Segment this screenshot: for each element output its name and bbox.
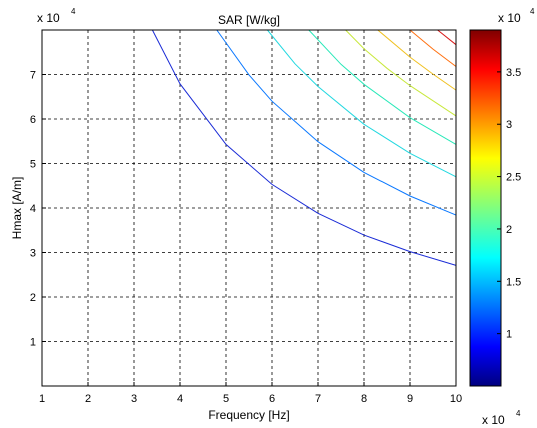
x-tick-label: 10: [450, 393, 462, 405]
y-tick-label: 7: [30, 70, 36, 82]
y-axis-multiplier: x 10: [37, 11, 60, 25]
y-tick-label: 1: [30, 337, 36, 349]
colorbar-tick-label: 2.5: [506, 172, 521, 184]
colorbar: [469, 29, 502, 387]
y-tick-label: 6: [30, 114, 36, 126]
x-tick-label: 6: [269, 393, 275, 405]
chart-title: SAR [W/kg]: [218, 13, 280, 27]
y-tick-label: 2: [30, 292, 36, 304]
x-tick-label: 3: [131, 393, 137, 405]
colorbar-multiplier: x 10: [498, 11, 521, 25]
contour-lines: [151, 29, 457, 266]
colorbar-tick-label: 1: [506, 329, 512, 341]
x-tick-label: 8: [361, 393, 367, 405]
contour-line-15000: [267, 29, 457, 178]
contour-line-20000: [308, 29, 457, 145]
x-tick-label: 4: [177, 393, 183, 405]
y-axis-label: Hmax [A/m]: [10, 177, 24, 240]
y-tick-label: 4: [30, 203, 36, 215]
x-axis-multiplier-exponent: 4: [516, 409, 521, 418]
x-tick-label: 5: [223, 393, 229, 405]
x-axis-label: Frequency [Hz]: [208, 408, 289, 422]
contour-line-10000: [216, 29, 457, 216]
contour-line-35000: [409, 29, 457, 67]
plot-frame: [41, 29, 457, 387]
contour-line-30000: [377, 29, 457, 91]
contour-line-25000: [345, 29, 457, 117]
x-axis-multiplier: x 10: [482, 413, 505, 427]
colorbar-ticks: 1 1.5 2 2.5 3 3.5: [497, 67, 521, 341]
colorbar-multiplier-exponent: 4: [530, 7, 535, 16]
contour-line-40000: [437, 29, 457, 46]
x-tick-label: 9: [407, 393, 413, 405]
contour-line-5000: [151, 29, 457, 266]
colorbar-tick-label: 3.5: [506, 67, 521, 79]
y-axis-ticks: 1 2 3 4 5 6 7: [30, 70, 46, 349]
x-tick-label: 2: [85, 393, 91, 405]
colorbar-tick-label: 2: [506, 224, 512, 236]
y-axis-multiplier-exponent: 4: [71, 7, 76, 16]
colorbar-tick-label: 1.5: [506, 276, 521, 288]
y-tick-label: 5: [30, 159, 36, 171]
colorbar-tick-label: 3: [506, 119, 512, 131]
x-tick-label: 7: [315, 393, 321, 405]
y-tick-label: 3: [30, 248, 36, 260]
x-tick-label: 1: [39, 393, 45, 405]
